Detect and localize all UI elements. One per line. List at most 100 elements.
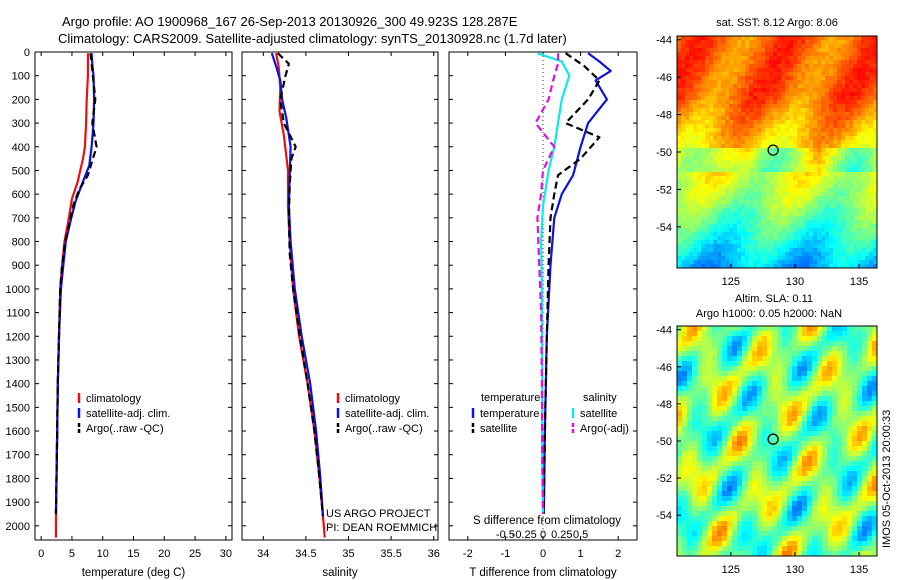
project-annotation: US ARGO PROJECT (326, 508, 431, 520)
sst-cell (853, 76, 857, 80)
sla-cell (857, 526, 862, 531)
sla-cell (732, 436, 737, 441)
sst-cell (737, 48, 741, 52)
temperature-ytick-label: 600 (12, 189, 30, 201)
sla-cell (737, 451, 742, 456)
sla-cell (707, 436, 712, 441)
sst-cell (829, 252, 833, 256)
sst-cell (813, 76, 817, 80)
sla-cell (757, 506, 762, 511)
sst-cell (693, 164, 697, 168)
sst-cell (869, 52, 873, 56)
sst-cell (837, 160, 841, 164)
sst-cell (829, 240, 833, 244)
sst-cell (837, 112, 841, 116)
sst-cell (813, 72, 817, 76)
sst-cell (841, 124, 845, 128)
sst-cell (773, 88, 777, 92)
sst-cell (753, 264, 757, 268)
sla-cell (747, 511, 752, 516)
sla-cell (782, 366, 787, 371)
sla-cell (732, 381, 737, 386)
sla-cell (772, 461, 777, 466)
sla-cell (847, 531, 852, 536)
sla-cell (797, 516, 802, 521)
sst-cell (857, 188, 861, 192)
sla-cell (682, 386, 687, 391)
sst-cell (845, 84, 849, 88)
sst-cell (829, 60, 833, 64)
sla-cell (752, 451, 757, 456)
sla-cell (687, 326, 692, 331)
sst-cell (869, 236, 873, 240)
sst-cell (857, 184, 861, 188)
sla-cell (872, 506, 877, 511)
sst-cell (801, 248, 805, 252)
sst-cell (769, 232, 773, 236)
sst-cell (849, 180, 853, 184)
sst-cell (777, 108, 781, 112)
sla-cell (697, 536, 702, 541)
sla-cell (802, 356, 807, 361)
temperature-ytick-label: 900 (12, 260, 30, 272)
sst-cell (829, 156, 833, 160)
sla-cell (707, 406, 712, 411)
sst-cell (705, 160, 709, 164)
sst-cell (749, 148, 753, 152)
sst-cell (837, 236, 841, 240)
sla-cell (717, 521, 722, 526)
sst-cell (677, 144, 681, 148)
sst-cell (733, 96, 737, 100)
sst-cell (773, 220, 777, 224)
sst-cell (769, 180, 773, 184)
sst-cell (717, 228, 721, 232)
sla-cell (747, 491, 752, 496)
sst-cell (805, 216, 809, 220)
sst-cell (729, 248, 733, 252)
sst-cell (761, 236, 765, 240)
sst-cell (829, 148, 833, 152)
sst-cell (845, 44, 849, 48)
sla-cell (697, 551, 702, 556)
sla-cell (717, 416, 722, 421)
sst-cell (789, 172, 793, 176)
sla-cell (772, 386, 777, 391)
sst-cell (729, 116, 733, 120)
sla-cell (802, 511, 807, 516)
sst-cell (697, 260, 701, 264)
sst-cell (713, 40, 717, 44)
sst-cell (745, 176, 749, 180)
sst-cell (749, 184, 753, 188)
sst-cell (785, 116, 789, 120)
sla-cell (767, 541, 772, 546)
sla-cell (762, 396, 767, 401)
sst-cell (805, 220, 809, 224)
sst-cell (873, 56, 877, 60)
sst-cell (753, 100, 757, 104)
sst-cell (765, 172, 769, 176)
sla-cell (677, 396, 682, 401)
sla-cell (682, 381, 687, 386)
sst-cell (837, 148, 841, 152)
sla-cell (732, 356, 737, 361)
sst-cell (825, 132, 829, 136)
sst-cell (721, 256, 725, 260)
sst-cell (801, 160, 805, 164)
sla-cell (707, 526, 712, 531)
sst-cell (805, 40, 809, 44)
sst-cell (753, 52, 757, 56)
sla-cell (727, 366, 732, 371)
sla-cell (812, 421, 817, 426)
sst-cell (825, 104, 829, 108)
sla-cell (692, 366, 697, 371)
sla-cell (832, 391, 837, 396)
sst-cell (829, 256, 833, 260)
sst-cell (873, 100, 877, 104)
sst-cell (717, 152, 721, 156)
sst-cell (765, 128, 769, 132)
sst-cell (817, 116, 821, 120)
sla-cell (737, 431, 742, 436)
sst-cell (713, 36, 717, 40)
sst-cell (861, 232, 865, 236)
sla-cell (767, 396, 772, 401)
